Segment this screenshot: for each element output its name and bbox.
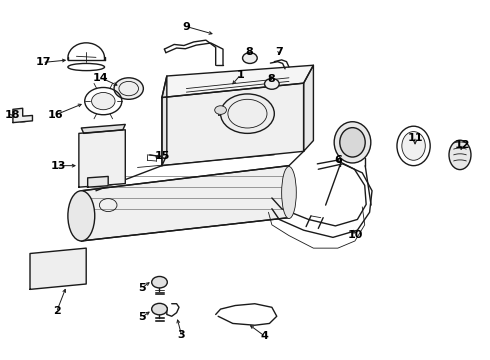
Ellipse shape: [449, 140, 471, 170]
Ellipse shape: [334, 122, 371, 163]
Polygon shape: [13, 108, 32, 123]
Text: 15: 15: [154, 150, 170, 161]
Circle shape: [215, 106, 226, 114]
Text: 1: 1: [236, 70, 244, 80]
Text: 8: 8: [245, 46, 253, 57]
Text: 16: 16: [48, 110, 64, 120]
Polygon shape: [162, 65, 314, 98]
Circle shape: [243, 53, 257, 63]
Text: 8: 8: [267, 73, 275, 84]
Polygon shape: [304, 65, 314, 151]
Text: 17: 17: [36, 57, 51, 67]
Circle shape: [265, 78, 279, 89]
Text: 11: 11: [407, 133, 423, 143]
Polygon shape: [162, 76, 167, 166]
Text: 2: 2: [53, 306, 61, 316]
Text: 7: 7: [275, 46, 283, 57]
Polygon shape: [81, 125, 125, 134]
Polygon shape: [81, 166, 289, 241]
Text: 14: 14: [93, 73, 109, 83]
Text: 5: 5: [139, 283, 146, 293]
Circle shape: [92, 93, 115, 110]
Polygon shape: [30, 248, 86, 289]
Circle shape: [220, 94, 274, 134]
Circle shape: [152, 303, 167, 315]
Ellipse shape: [68, 191, 95, 241]
Text: 4: 4: [261, 331, 269, 341]
Polygon shape: [79, 130, 125, 187]
Text: 13: 13: [50, 161, 66, 171]
Polygon shape: [162, 83, 304, 166]
Polygon shape: [88, 176, 108, 187]
Text: 18: 18: [5, 111, 21, 121]
Ellipse shape: [282, 167, 296, 219]
Text: 12: 12: [455, 140, 470, 150]
Ellipse shape: [402, 132, 425, 160]
Text: 9: 9: [182, 22, 190, 32]
Text: 3: 3: [178, 330, 185, 340]
Text: 10: 10: [347, 230, 363, 239]
Circle shape: [114, 78, 144, 99]
Ellipse shape: [340, 128, 365, 157]
Text: 6: 6: [334, 155, 342, 165]
Circle shape: [152, 276, 167, 288]
Text: 5: 5: [139, 312, 146, 322]
